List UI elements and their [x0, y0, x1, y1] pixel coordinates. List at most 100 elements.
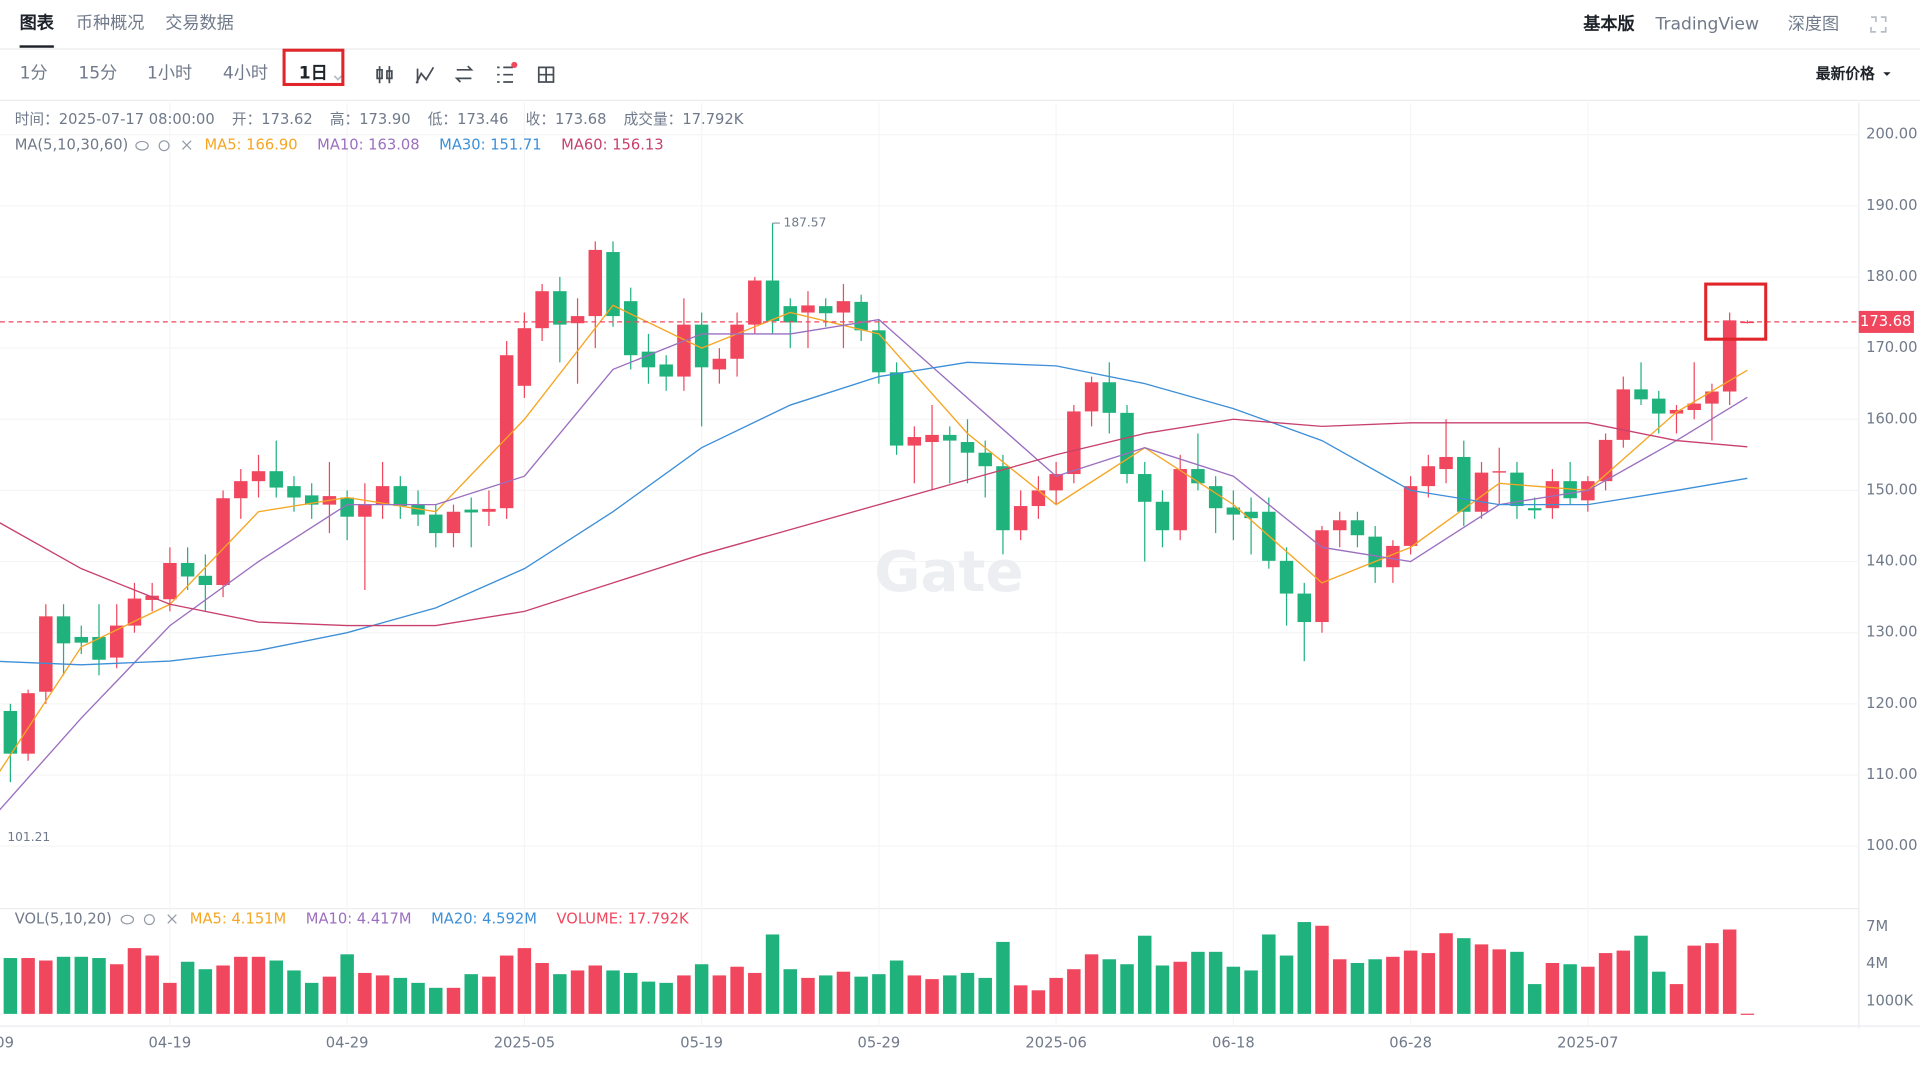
close-icon[interactable]: [167, 914, 177, 924]
candle-body: [74, 636, 89, 643]
tab[interactable]: 币种概况: [76, 13, 145, 33]
candle-body: [765, 280, 780, 322]
settings-icon[interactable]: [158, 140, 170, 152]
volume-bar: [1031, 990, 1046, 1014]
volume-bar: [1332, 959, 1347, 1014]
legend-entry: MA5: 4.151M: [190, 911, 286, 928]
interval[interactable]: 1日: [299, 63, 328, 83]
y-tick-label: 200.00: [1866, 126, 1917, 143]
interval[interactable]: 1小时: [147, 63, 192, 83]
volume-bar: [1049, 977, 1063, 1014]
volume-bar: [482, 976, 496, 1014]
volume-bar: [854, 976, 868, 1014]
candle-body: [996, 466, 1010, 531]
volume-bar: [411, 982, 425, 1014]
volume-bar: [234, 956, 248, 1014]
list-icon[interactable]: [497, 66, 514, 83]
candle-body: [287, 486, 301, 498]
settings-icon[interactable]: [143, 914, 155, 926]
candle-body: [1705, 391, 1719, 404]
vol-tick-label: 1000K: [1866, 992, 1913, 1009]
vol-tick-label: 4M: [1866, 955, 1888, 972]
candle-body: [482, 508, 496, 512]
interval[interactable]: 4小时: [223, 63, 268, 83]
candle-body: [269, 471, 283, 488]
candle-body: [1084, 382, 1099, 412]
interval[interactable]: 1分: [20, 63, 48, 83]
volume-bar: [1297, 922, 1311, 1014]
price-mode[interactable]: 最新价格: [1816, 65, 1875, 83]
candle-body: [1403, 486, 1418, 546]
x-tick-label: 2025-05: [494, 1034, 555, 1051]
candle-body: [429, 514, 443, 534]
candle-body: [943, 434, 957, 441]
candle-body: [1031, 490, 1046, 507]
candle-body: [198, 575, 213, 586]
volume-bar: [783, 969, 797, 1014]
candle-icon[interactable]: [376, 66, 393, 84]
volume-bar: [1173, 961, 1187, 1014]
volume-bar: [1527, 984, 1542, 1014]
x-tick-label: 05-19: [680, 1034, 723, 1051]
volume-bar: [1669, 984, 1684, 1014]
volume-bar: [535, 962, 549, 1014]
candle-body: [393, 486, 408, 507]
candle-body: [1687, 403, 1701, 411]
badge: [511, 61, 518, 68]
volume-bar: [269, 960, 283, 1014]
volume-bar: [1067, 969, 1081, 1014]
legend-entry: MA20: 4.592M: [431, 911, 537, 928]
interval[interactable]: 15分: [78, 63, 117, 83]
volume-bar: [1705, 943, 1719, 1014]
volume-bar: [1563, 964, 1577, 1014]
volume-bar: [1262, 934, 1276, 1014]
y-tick-label: 100.00: [1866, 837, 1917, 854]
volume-bar: [1279, 955, 1294, 1014]
volume-bar: [358, 972, 372, 1014]
high-label: 187.57: [784, 216, 827, 230]
volume-bar: [801, 977, 815, 1014]
volume-bar: [21, 958, 35, 1014]
volume-bar: [748, 972, 762, 1014]
indicator-icon[interactable]: [415, 66, 435, 84]
ohlc-info: 时间：2025-07-17 08:00:00 开：173.62 高：173.90 低：…: [15, 110, 744, 128]
candle-body: [1350, 520, 1365, 536]
candle-body: [730, 324, 744, 359]
candle-body: [801, 305, 815, 313]
volume-bar: [109, 964, 124, 1014]
fullscreen-icon[interactable]: [1870, 16, 1887, 33]
vol-tick-label: 7M: [1866, 918, 1888, 935]
candle-body: [1616, 389, 1631, 440]
volume-bar: [1120, 964, 1134, 1014]
view-option[interactable]: TradingView: [1655, 14, 1759, 34]
tab[interactable]: 图表: [20, 12, 55, 33]
candle-body: [180, 562, 195, 577]
candle-body: [1510, 472, 1524, 507]
swap-icon[interactable]: [454, 65, 474, 83]
volume-bar: [1208, 951, 1223, 1014]
candle-body: [1386, 545, 1400, 568]
eye-icon[interactable]: [120, 914, 135, 925]
eye-icon[interactable]: [135, 140, 149, 151]
candle-body: [907, 437, 922, 446]
volume-bar: [3, 958, 18, 1014]
close-icon[interactable]: [182, 140, 192, 150]
volume-bar: [1368, 959, 1382, 1014]
view-option[interactable]: 基本版: [1583, 13, 1635, 34]
candle-body: [836, 301, 851, 313]
y-tick-label: 180.00: [1866, 268, 1917, 285]
tab[interactable]: 交易数据: [165, 13, 234, 33]
candle-body: [1173, 469, 1187, 531]
view-option[interactable]: 深度图: [1788, 14, 1839, 34]
volume-bar: [393, 977, 408, 1014]
candle-body: [411, 504, 425, 515]
volume-bar: [216, 965, 230, 1014]
x-tick-label: 2025-07: [1557, 1034, 1618, 1051]
info-item: 收：173.68: [526, 111, 607, 128]
settings-icon[interactable]: [537, 66, 555, 83]
volume-bar: [1722, 929, 1737, 1014]
candle-body: [1368, 536, 1382, 568]
candle-body: [535, 291, 549, 329]
candle-body: [92, 636, 106, 660]
